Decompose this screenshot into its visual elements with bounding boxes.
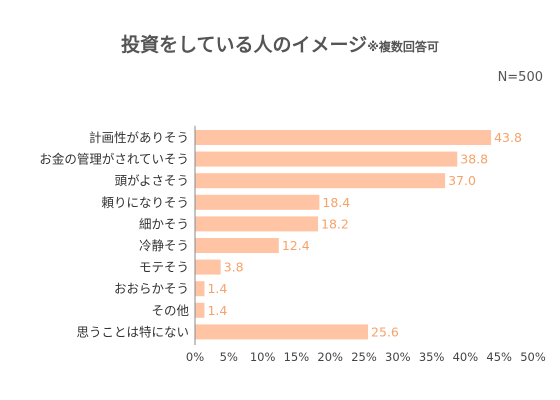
bar	[195, 259, 221, 275]
bar	[195, 281, 205, 297]
category-label: モテそう	[139, 260, 189, 275]
bar	[195, 173, 446, 189]
value-label: 43.8	[494, 130, 522, 145]
value-label: 1.4	[207, 303, 227, 318]
bar	[195, 302, 205, 318]
x-tick-label: 30%	[385, 350, 411, 364]
category-label: お金の管理がされていそう	[39, 152, 189, 167]
chart-title: 投資をしている人のイメージ※複数回答可	[0, 30, 560, 57]
x-tick-label: 25%	[351, 350, 377, 364]
category-label: 細かそう	[139, 216, 189, 231]
value-label: 1.4	[207, 281, 227, 296]
bar	[195, 194, 320, 210]
category-label: その他	[151, 303, 189, 318]
category-label: 冷静そう	[139, 238, 189, 253]
chart-title-main: 投資をしている人のイメージ	[121, 34, 368, 56]
category-label: 頭がよさそう	[115, 173, 189, 188]
x-tick-label: 20%	[317, 350, 343, 364]
bar	[195, 216, 319, 232]
chart-title-note: ※複数回答可	[367, 40, 439, 54]
x-tick-label: 10%	[250, 350, 276, 364]
value-label: 18.2	[321, 216, 349, 231]
bar	[195, 130, 492, 145]
category-label: おおらかそう	[114, 281, 189, 296]
value-label: 37.0	[448, 173, 476, 188]
x-tick-label: 15%	[284, 350, 310, 364]
category-label: 計画性がありそう	[89, 130, 189, 145]
value-label: 12.4	[282, 238, 310, 253]
x-tick-label: 5%	[220, 350, 238, 364]
x-tick-label: 45%	[486, 350, 512, 364]
x-tick-label: 40%	[453, 350, 479, 364]
value-label: 38.8	[460, 152, 488, 167]
x-tick-label: 0%	[186, 350, 204, 364]
bar	[195, 151, 458, 167]
value-label: 3.8	[224, 260, 244, 275]
x-tick-label: 35%	[419, 350, 445, 364]
bar	[195, 238, 279, 253]
category-label: 思うことは特にない	[76, 324, 189, 339]
value-label: 25.6	[371, 324, 399, 339]
value-label: 18.4	[322, 195, 350, 210]
sample-size-label: N=500	[497, 70, 543, 85]
category-label: 頼りになりそう	[101, 195, 189, 210]
bar	[195, 324, 369, 340]
x-tick-label: 50%	[520, 350, 546, 364]
